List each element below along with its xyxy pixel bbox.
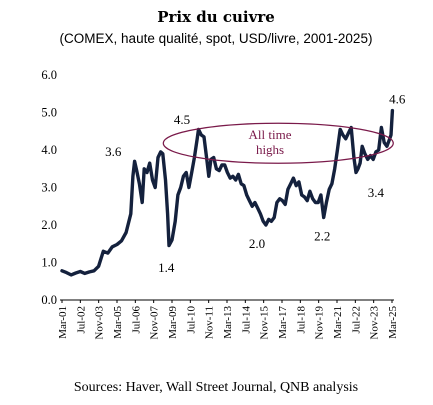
annotation-3-6: 3.6: [105, 144, 122, 159]
x-tick-label: Nov-03: [94, 306, 106, 340]
x-tick-label: Jul-14: [240, 306, 252, 334]
x-tick-label: Mar-09: [167, 306, 179, 339]
annotation-3-4: 3.4: [368, 185, 385, 200]
x-tick-label: Jul-18: [295, 306, 307, 334]
annotation-2-0: 2.0: [249, 236, 265, 251]
callout-text-line-2: highs: [256, 142, 284, 157]
x-tick-label: Mar-01: [57, 306, 69, 339]
y-tick-label: 4.0: [41, 143, 57, 157]
annotation-1-4: 1.4: [158, 260, 175, 275]
source-note: Sources: Haver, Wall Street Journal, QNB…: [74, 380, 358, 395]
y-tick-label: 3.0: [41, 181, 57, 195]
annotation-4-6: 4.6: [389, 91, 406, 106]
x-tick-label: Mar-21: [332, 306, 344, 339]
y-tick-label: 1.0: [41, 256, 57, 270]
x-tick-label: Nov-15: [259, 306, 271, 340]
x-tick-label: Jul-02: [75, 306, 87, 334]
chart-subtitle: (COMEX, haute qualité, spot, USD/livre, …: [60, 31, 373, 46]
x-tick-label: Jul-22: [350, 306, 362, 334]
x-axis: Mar-01 Jul-02 Nov-03 Mar-05 Jul-06 Nov-07 Mar-…: [57, 300, 399, 340]
y-tick-label: 0.0: [41, 293, 57, 307]
x-tick-label: Jul-10: [185, 306, 197, 334]
y-tick-label: 6.0: [41, 68, 57, 82]
x-tick-label: Mar-17: [277, 306, 289, 339]
chart-title: Prix du cuivre: [157, 8, 275, 26]
y-axis: 0.0 1.0 2.0 3.0 4.0 5.0 6.0: [41, 68, 57, 307]
annotation-4-5: 4.5: [174, 112, 190, 127]
x-tick-label: Nov-23: [369, 306, 381, 340]
x-tick-label: Nov-19: [314, 306, 326, 340]
y-tick-label: 5.0: [41, 106, 57, 120]
x-tick-label: Mar-25: [387, 306, 399, 339]
copper-price-line: [60, 108, 395, 277]
x-tick-label: Jul-06: [130, 306, 142, 334]
x-tick-label: Mar-13: [222, 306, 234, 339]
y-tick-label: 2.0: [41, 218, 57, 232]
x-tick-label: Mar-05: [112, 306, 124, 339]
x-tick-label: Nov-11: [204, 306, 216, 339]
all-time-highs-ellipse: [162, 122, 394, 164]
annotation-2-2: 2.2: [314, 228, 330, 243]
callout-text-line-1: All time: [249, 127, 292, 142]
x-tick-label: Nov-07: [149, 306, 161, 340]
